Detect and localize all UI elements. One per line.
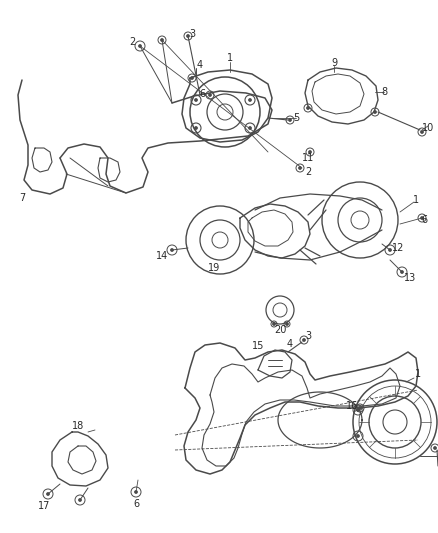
- Text: 6: 6: [199, 89, 205, 99]
- Text: 6: 6: [133, 499, 139, 509]
- Circle shape: [357, 408, 360, 411]
- Text: 2: 2: [129, 37, 135, 47]
- Text: 4: 4: [197, 60, 203, 70]
- Circle shape: [194, 126, 198, 130]
- Circle shape: [307, 107, 310, 109]
- Circle shape: [208, 93, 212, 96]
- Text: 3: 3: [305, 331, 311, 341]
- Circle shape: [420, 131, 424, 133]
- Text: 15: 15: [252, 341, 264, 351]
- Circle shape: [434, 447, 437, 449]
- Text: 12: 12: [392, 243, 404, 253]
- Text: 4: 4: [287, 339, 293, 349]
- Text: 1: 1: [413, 195, 419, 205]
- Text: 8: 8: [381, 87, 387, 97]
- Text: 1: 1: [227, 53, 233, 63]
- Circle shape: [160, 38, 163, 42]
- Circle shape: [78, 498, 81, 502]
- Circle shape: [303, 338, 305, 342]
- Text: 18: 18: [72, 421, 84, 431]
- Text: 13: 13: [404, 273, 416, 283]
- Circle shape: [389, 248, 392, 252]
- Circle shape: [134, 490, 138, 494]
- Circle shape: [138, 44, 141, 47]
- Text: 5: 5: [293, 113, 299, 123]
- Circle shape: [357, 434, 360, 438]
- Text: 20: 20: [274, 325, 286, 335]
- Circle shape: [191, 77, 194, 79]
- Text: 17: 17: [38, 501, 50, 511]
- Circle shape: [308, 150, 311, 154]
- Text: 3: 3: [189, 29, 195, 39]
- Text: 2: 2: [305, 167, 311, 177]
- Circle shape: [248, 126, 251, 130]
- Circle shape: [272, 322, 276, 326]
- Circle shape: [286, 322, 289, 326]
- Circle shape: [299, 166, 301, 169]
- Circle shape: [248, 99, 251, 101]
- Circle shape: [187, 35, 190, 37]
- Text: 10: 10: [422, 123, 434, 133]
- Text: 16: 16: [346, 401, 358, 411]
- Text: 14: 14: [156, 251, 168, 261]
- Circle shape: [289, 118, 292, 122]
- Text: 9: 9: [331, 58, 337, 68]
- Text: 6: 6: [421, 215, 427, 225]
- Circle shape: [46, 492, 49, 496]
- Circle shape: [194, 99, 198, 101]
- Text: 11: 11: [302, 153, 314, 163]
- Circle shape: [400, 271, 403, 273]
- Circle shape: [420, 216, 424, 220]
- Text: 7: 7: [19, 193, 25, 203]
- Circle shape: [358, 407, 361, 409]
- Circle shape: [374, 110, 377, 114]
- Text: 1: 1: [415, 369, 421, 379]
- Text: 19: 19: [208, 263, 220, 273]
- Text: 5: 5: [437, 439, 438, 449]
- Circle shape: [170, 248, 173, 252]
